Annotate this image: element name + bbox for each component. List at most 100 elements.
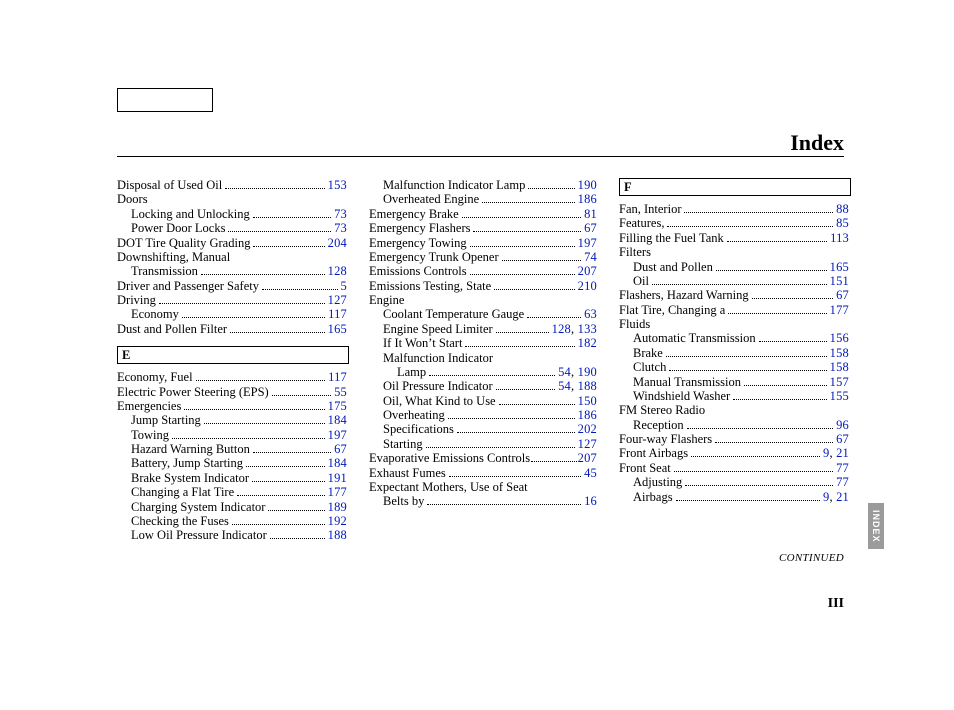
page-link[interactable]: 85 xyxy=(836,216,849,230)
page-ref[interactable]: 210 xyxy=(578,279,597,293)
page-link[interactable]: 191 xyxy=(328,471,347,485)
page-link[interactable]: 55 xyxy=(334,385,347,399)
page-ref[interactable]: 177 xyxy=(830,303,849,317)
page-link[interactable]: 54 xyxy=(558,365,571,379)
page-ref[interactable]: 175 xyxy=(328,399,347,413)
page-ref[interactable]: 77 xyxy=(836,475,849,489)
page-link[interactable]: 204 xyxy=(328,236,347,250)
page-link[interactable]: 165 xyxy=(328,322,347,336)
page-link[interactable]: 157 xyxy=(830,375,849,389)
page-ref[interactable]: 54, 190 xyxy=(558,365,597,379)
page-ref[interactable]: 117 xyxy=(328,307,347,321)
page-ref[interactable]: 54, 188 xyxy=(558,379,597,393)
page-ref[interactable]: 96 xyxy=(836,418,849,432)
page-ref[interactable]: 67 xyxy=(584,221,597,235)
page-link[interactable]: 96 xyxy=(836,418,849,432)
page-link[interactable]: 133 xyxy=(578,322,597,336)
page-ref[interactable]: 128 xyxy=(328,264,347,278)
page-ref[interactable]: 127 xyxy=(328,293,347,307)
page-link[interactable]: 156 xyxy=(830,331,849,345)
page-ref[interactable]: 157 xyxy=(830,375,849,389)
page-ref[interactable]: 77 xyxy=(836,461,849,475)
page-link[interactable]: 5 xyxy=(341,279,347,293)
page-ref[interactable]: 192 xyxy=(328,514,347,528)
page-link[interactable]: 158 xyxy=(830,360,849,374)
page-link[interactable]: 21 xyxy=(836,446,849,460)
page-ref[interactable]: 165 xyxy=(328,322,347,336)
page-ref[interactable]: 81 xyxy=(584,207,597,221)
page-link[interactable]: 88 xyxy=(836,202,849,216)
page-ref[interactable]: 186 xyxy=(578,192,597,206)
page-link[interactable]: 117 xyxy=(328,370,347,384)
page-ref[interactable]: 153 xyxy=(328,178,347,192)
page-ref[interactable]: 73 xyxy=(334,207,347,221)
page-link[interactable]: 184 xyxy=(328,413,347,427)
page-ref[interactable]: 9, 21 xyxy=(823,490,849,504)
page-link[interactable]: 182 xyxy=(578,336,597,350)
page-link[interactable]: 67 xyxy=(836,432,849,446)
page-ref[interactable]: 197 xyxy=(578,236,597,250)
page-ref[interactable]: 155 xyxy=(830,389,849,403)
page-ref[interactable]: 117 xyxy=(328,370,347,384)
page-link[interactable]: 153 xyxy=(328,178,347,192)
page-link[interactable]: 186 xyxy=(578,192,597,206)
page-link[interactable]: 127 xyxy=(578,437,597,451)
page-link[interactable]: 77 xyxy=(836,461,849,475)
page-link[interactable]: 202 xyxy=(578,422,597,436)
page-ref[interactable]: 113 xyxy=(830,231,849,245)
page-ref[interactable]: 186 xyxy=(578,408,597,422)
page-link[interactable]: 128 xyxy=(328,264,347,278)
page-ref[interactable]: 158 xyxy=(830,360,849,374)
page-link[interactable]: 21 xyxy=(836,490,849,504)
page-ref[interactable]: 165 xyxy=(830,260,849,274)
page-link[interactable]: 188 xyxy=(578,379,597,393)
page-ref[interactable]: 88 xyxy=(836,202,849,216)
page-link[interactable]: 158 xyxy=(830,346,849,360)
page-ref[interactable]: 158 xyxy=(830,346,849,360)
page-link[interactable]: 54 xyxy=(558,379,571,393)
page-ref[interactable]: 74 xyxy=(584,250,597,264)
page-link[interactable]: 16 xyxy=(584,494,597,508)
page-link[interactable]: 73 xyxy=(334,221,347,235)
page-link[interactable]: 177 xyxy=(328,485,347,499)
page-ref[interactable]: 127 xyxy=(578,437,597,451)
page-link[interactable]: 127 xyxy=(328,293,347,307)
page-link[interactable]: 45 xyxy=(584,466,597,480)
page-ref[interactable]: 189 xyxy=(328,500,347,514)
page-ref[interactable]: 190 xyxy=(578,178,597,192)
page-link[interactable]: 77 xyxy=(836,475,849,489)
page-ref[interactable]: 5 xyxy=(341,279,347,293)
page-link[interactable]: 67 xyxy=(584,221,597,235)
page-link[interactable]: 81 xyxy=(584,207,597,221)
page-ref[interactable]: 184 xyxy=(328,456,347,470)
page-ref[interactable]: 207 xyxy=(578,451,597,465)
page-link[interactable]: 192 xyxy=(328,514,347,528)
page-link[interactable]: 189 xyxy=(328,500,347,514)
page-ref[interactable]: 188 xyxy=(328,528,347,542)
page-ref[interactable]: 184 xyxy=(328,413,347,427)
page-link[interactable]: 175 xyxy=(328,399,347,413)
page-ref[interactable]: 177 xyxy=(328,485,347,499)
page-ref[interactable]: 150 xyxy=(578,394,597,408)
page-ref[interactable]: 191 xyxy=(328,471,347,485)
page-link[interactable]: 117 xyxy=(328,307,347,321)
page-ref[interactable]: 204 xyxy=(328,236,347,250)
page-link[interactable]: 207 xyxy=(578,264,597,278)
page-ref[interactable]: 45 xyxy=(584,466,597,480)
page-link[interactable]: 184 xyxy=(328,456,347,470)
page-link[interactable]: 210 xyxy=(578,279,597,293)
page-ref[interactable]: 182 xyxy=(578,336,597,350)
page-ref[interactable]: 156 xyxy=(830,331,849,345)
page-link[interactable]: 177 xyxy=(830,303,849,317)
page-link[interactable]: 128 xyxy=(552,322,571,336)
page-ref[interactable]: 151 xyxy=(830,274,849,288)
page-ref[interactable]: 67 xyxy=(836,288,849,302)
page-link[interactable]: 63 xyxy=(584,307,597,321)
page-ref[interactable]: 67 xyxy=(334,442,347,456)
page-link[interactable]: 186 xyxy=(578,408,597,422)
page-link[interactable]: 74 xyxy=(584,250,597,264)
page-link[interactable]: 150 xyxy=(578,394,597,408)
page-link[interactable]: 67 xyxy=(836,288,849,302)
page-link[interactable]: 73 xyxy=(334,207,347,221)
page-link[interactable]: 155 xyxy=(830,389,849,403)
